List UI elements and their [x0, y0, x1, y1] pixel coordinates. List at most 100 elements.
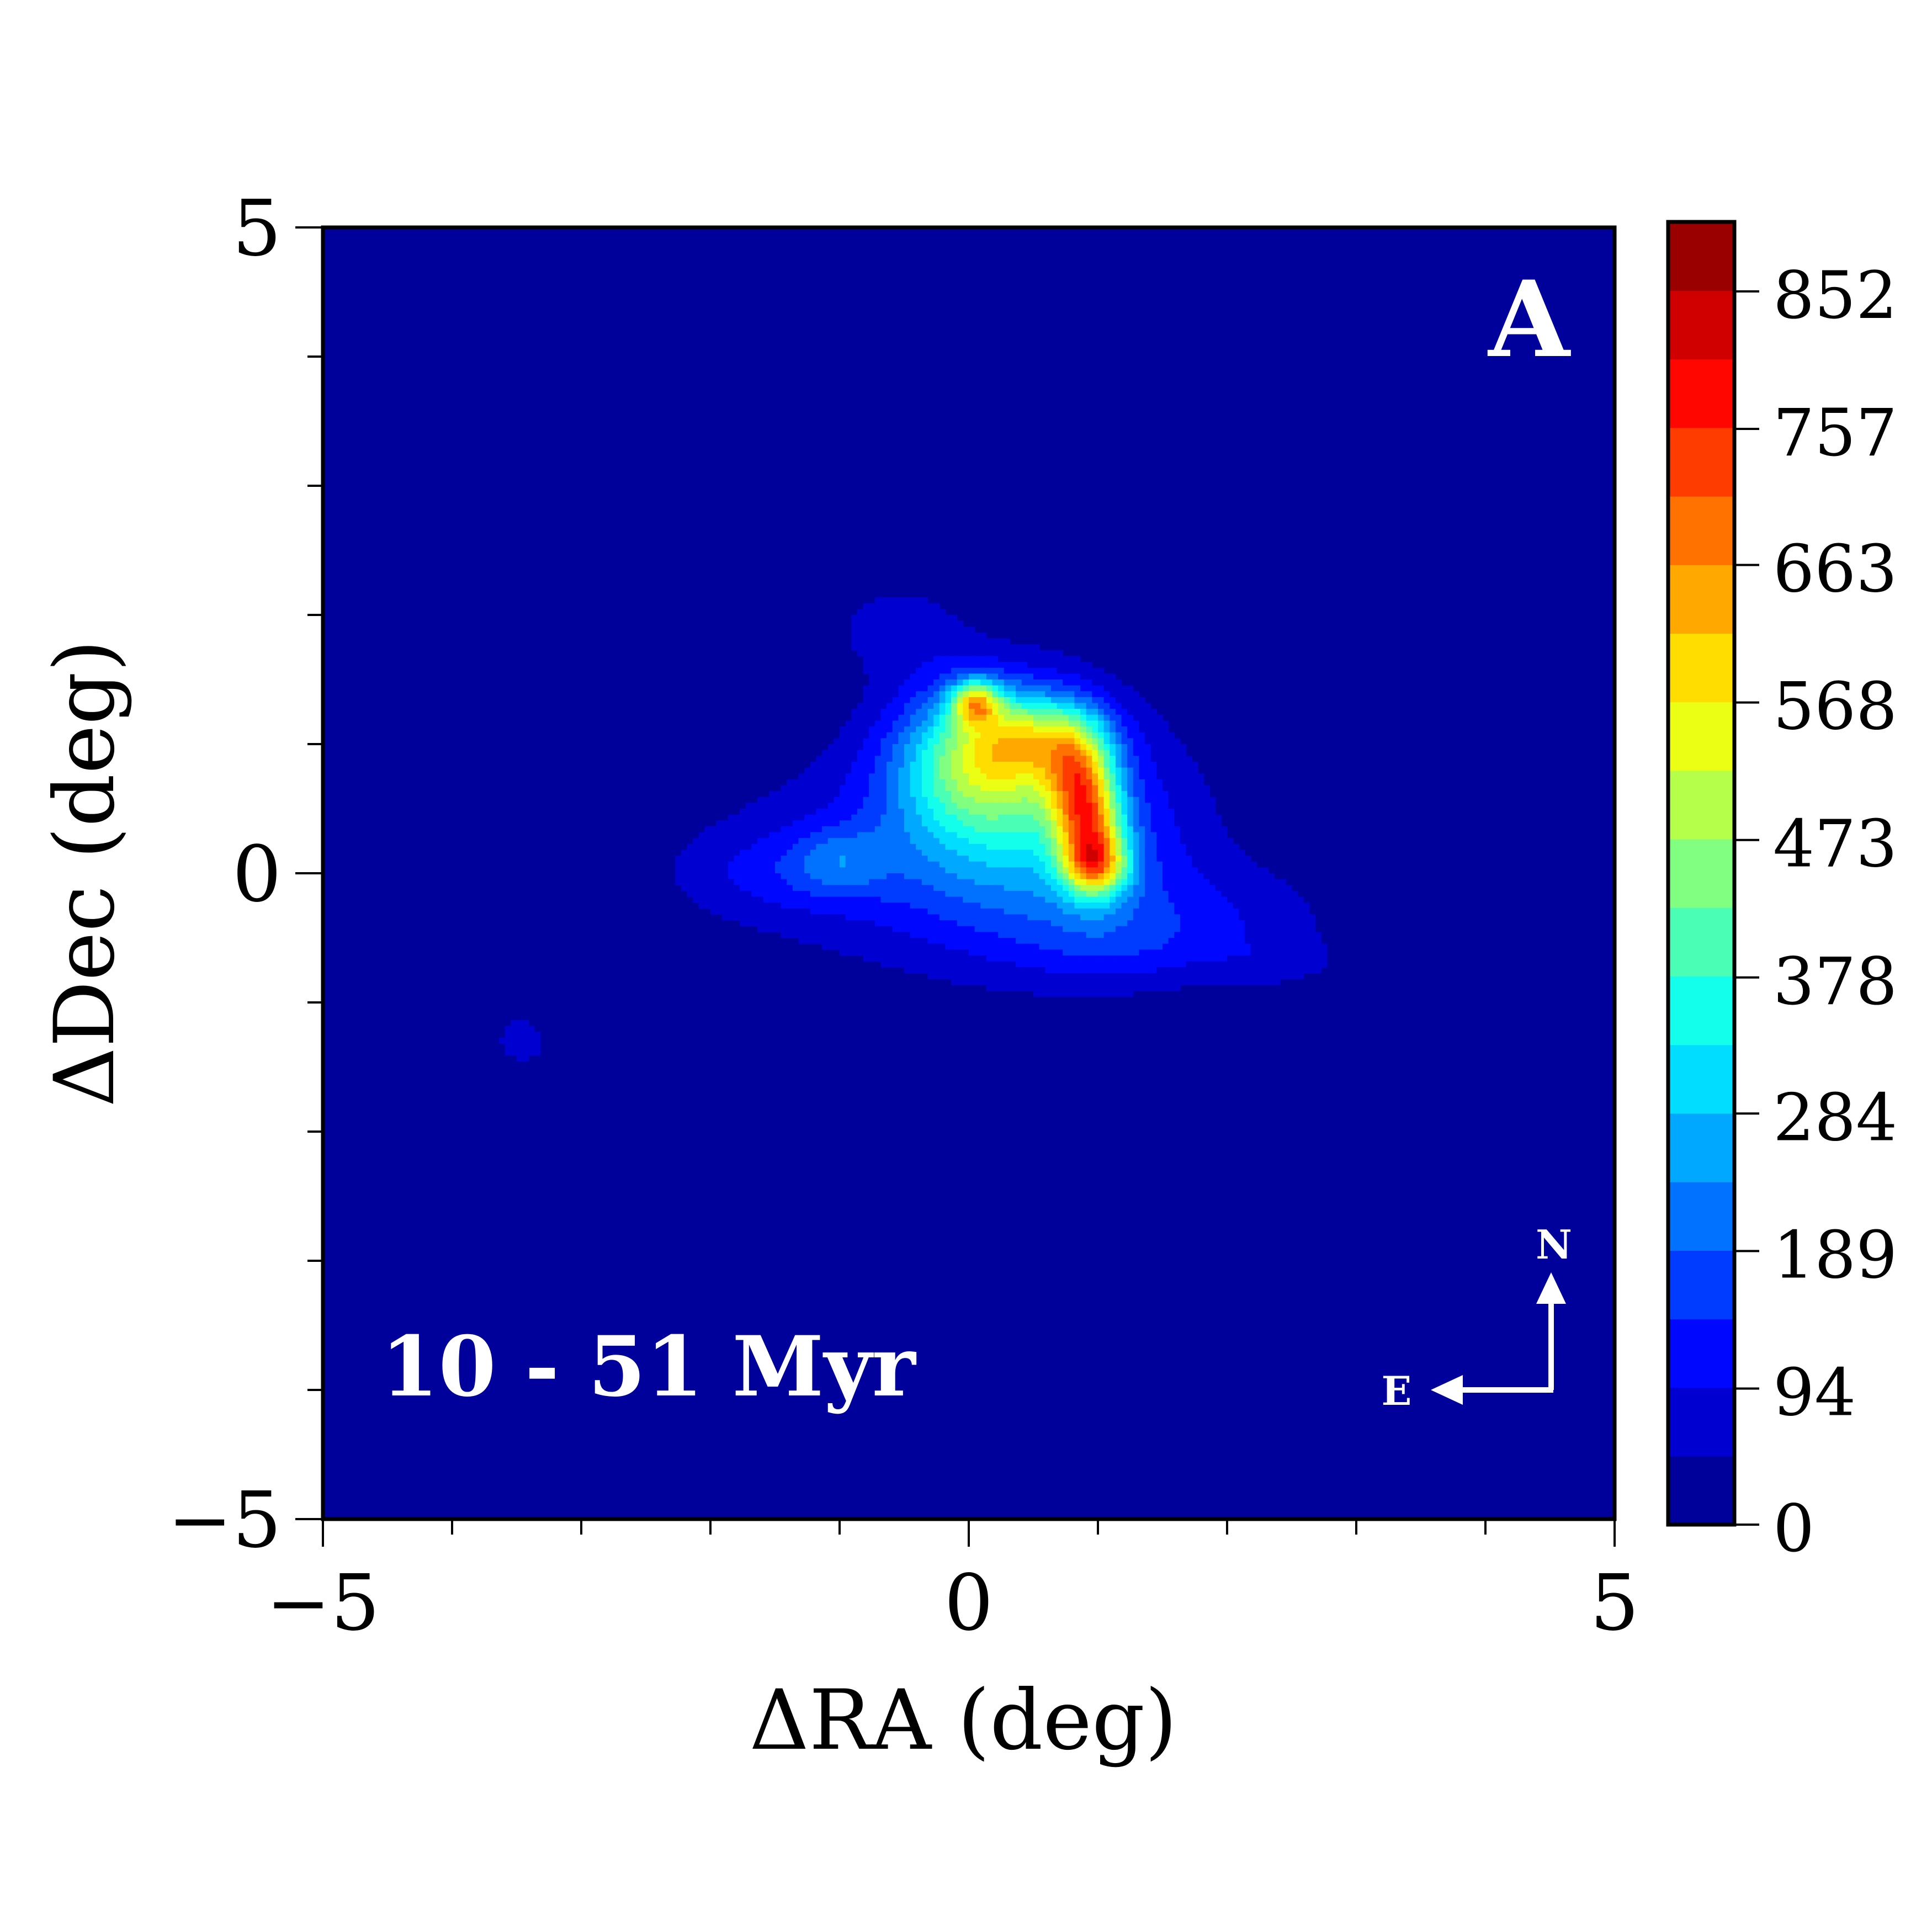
- contour-cell: [992, 979, 999, 985]
- contour-cell: [904, 673, 911, 680]
- contour-cell: [880, 656, 887, 662]
- contour-cell: [869, 656, 875, 662]
- contour-cell: [522, 1043, 529, 1050]
- contour-cell: [1016, 667, 1022, 675]
- contour-cell: [933, 967, 940, 974]
- contour-cell: [1150, 914, 1158, 921]
- contour-cell: [751, 832, 758, 838]
- contour-cell: [851, 861, 858, 868]
- contour-cell: [892, 903, 899, 909]
- contour-cell: [874, 867, 882, 874]
- contour-cell: [816, 779, 822, 786]
- contour-cell: [910, 667, 917, 675]
- colorbar-band: [1668, 1456, 1734, 1525]
- contour-cell: [1163, 809, 1169, 815]
- contour-cell: [1027, 761, 1034, 768]
- contour-cell: [1110, 967, 1116, 974]
- contour-cell: [1027, 720, 1034, 727]
- contour-cell: [974, 732, 981, 739]
- contour-cell: [1045, 985, 1052, 991]
- contour-cell: [1280, 914, 1287, 921]
- contour-cell: [898, 750, 905, 757]
- contour-cell: [687, 873, 693, 880]
- contour-cell: [1050, 967, 1058, 974]
- contour-cell: [1127, 761, 1134, 768]
- contour-cell: [1021, 814, 1028, 821]
- contour-cell: [1163, 979, 1169, 985]
- contour-cell: [1092, 908, 1098, 915]
- contour-cell: [687, 890, 693, 898]
- contour-cell: [921, 673, 928, 680]
- contour-cell: [1168, 979, 1175, 985]
- contour-cell: [1239, 920, 1245, 927]
- contour-cell: [998, 738, 1005, 745]
- contour-cell: [1156, 856, 1163, 862]
- contour-cell: [745, 843, 752, 851]
- contour-cell: [1186, 973, 1192, 980]
- contour-cell: [874, 638, 882, 645]
- contour-cell: [781, 797, 788, 804]
- contour-cell: [992, 779, 999, 786]
- contour-cell: [1203, 961, 1210, 968]
- contour-cell: [704, 826, 711, 833]
- contour-cell: [1180, 744, 1187, 751]
- contour-cell: [1080, 703, 1087, 709]
- contour-cell: [845, 885, 852, 891]
- contour-cell: [945, 703, 952, 709]
- contour-cell: [1168, 890, 1175, 898]
- contour-cell: [845, 797, 852, 804]
- contour-cell: [1121, 744, 1128, 751]
- contour-cell: [980, 632, 987, 639]
- contour-cell: [798, 903, 805, 909]
- contour-cell: [1039, 814, 1046, 821]
- contour-cell: [1227, 843, 1234, 851]
- contour-cell: [745, 850, 752, 856]
- contour-cell: [1156, 908, 1163, 915]
- contour-cell: [1115, 738, 1122, 745]
- contour-cell: [745, 896, 752, 903]
- contour-cell: [945, 961, 952, 968]
- contour-cell: [1068, 656, 1075, 662]
- contour-cell: [1010, 856, 1016, 862]
- contour-cell: [757, 809, 764, 815]
- contour-cell: [992, 867, 999, 874]
- contour-cell: [1016, 814, 1022, 821]
- contour-cell: [986, 826, 993, 833]
- contour-cell: [827, 843, 835, 851]
- contour-cell: [921, 803, 928, 809]
- contour-cell: [957, 691, 964, 698]
- contour-cell: [880, 779, 887, 786]
- contour-cell: [1086, 662, 1093, 668]
- contour-cell: [1045, 750, 1052, 757]
- contour-cell: [1233, 949, 1240, 956]
- contour-cell: [1262, 908, 1269, 915]
- contour-cell: [1103, 861, 1111, 868]
- contour-cell: [945, 620, 952, 628]
- contour-cell: [933, 620, 940, 628]
- contour-cell: [1262, 955, 1269, 962]
- contour-cell: [1098, 843, 1105, 851]
- contour-cell: [1262, 943, 1269, 951]
- contour-cell: [1221, 873, 1228, 880]
- contour-cell: [1039, 756, 1046, 762]
- contour-cell: [781, 885, 788, 891]
- contour-cell: [1221, 843, 1228, 851]
- contour-cell: [904, 603, 911, 610]
- contour-cell: [1098, 809, 1105, 815]
- contour-cell: [722, 867, 729, 874]
- contour-cell: [1209, 867, 1216, 874]
- contour-cell: [1039, 967, 1046, 974]
- contour-cell: [1297, 896, 1304, 903]
- contour-cell: [1186, 809, 1192, 815]
- contour-cell: [969, 697, 975, 704]
- contour-cell: [1068, 932, 1075, 938]
- contour-cell: [1133, 820, 1140, 827]
- contour-cell: [851, 832, 858, 838]
- contour-cell: [1145, 709, 1151, 715]
- contour-cell: [951, 680, 958, 686]
- contour-cell: [1215, 967, 1222, 974]
- contour-cell: [1180, 809, 1187, 815]
- contour-cell: [1127, 885, 1134, 891]
- contour-cell: [892, 838, 899, 845]
- contour-cell: [1045, 867, 1052, 874]
